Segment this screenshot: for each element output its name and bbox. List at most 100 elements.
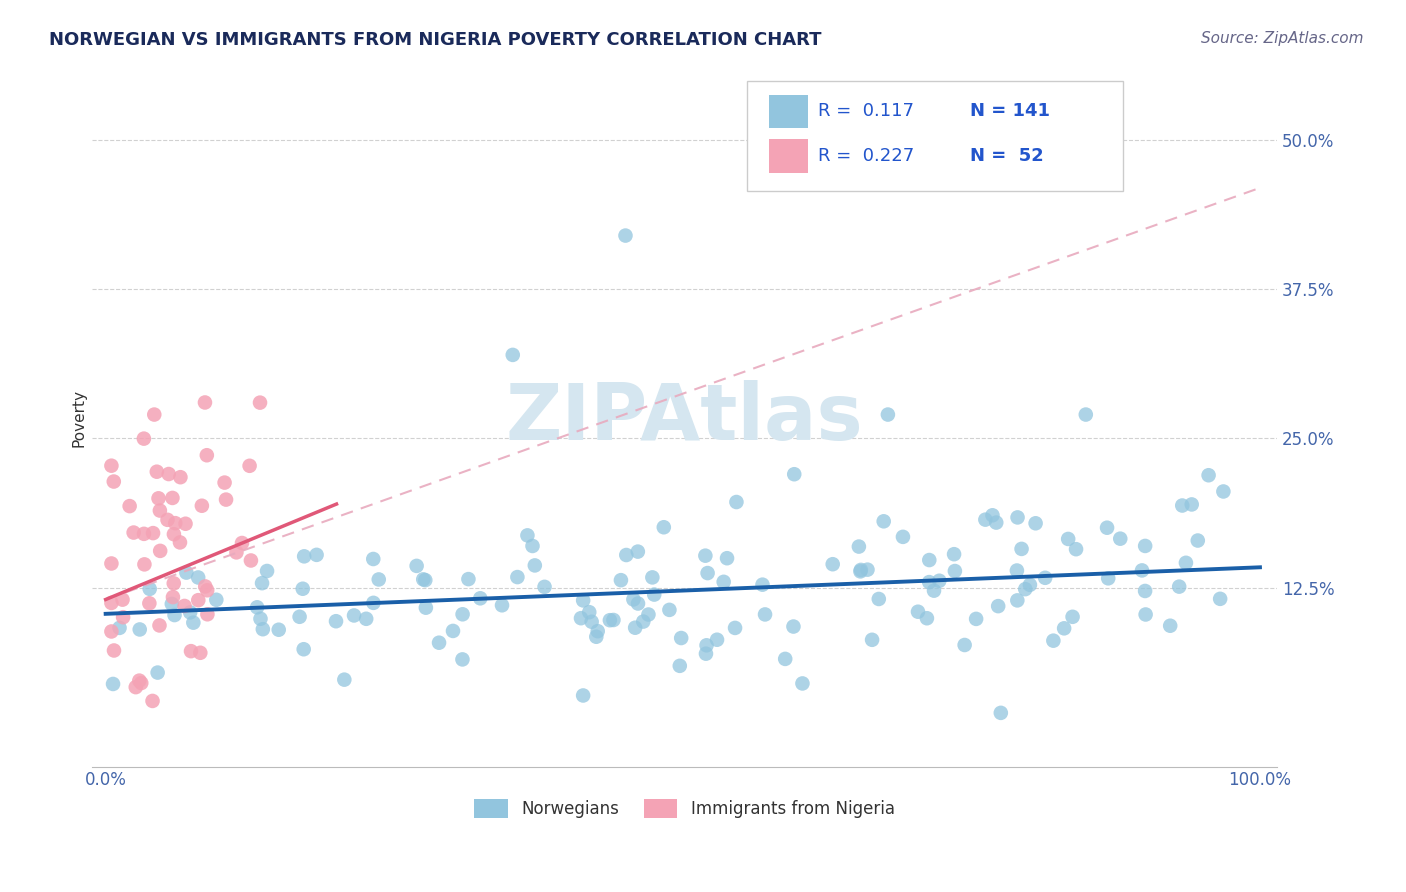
Point	[160, 597, 183, 611]
Point	[1033, 571, 1056, 585]
Point	[614, 548, 637, 562]
Point	[506, 570, 529, 584]
Point	[572, 689, 595, 703]
Point	[148, 491, 170, 506]
Point	[716, 551, 738, 566]
Point	[173, 599, 195, 613]
Point	[162, 590, 184, 604]
Point	[413, 573, 436, 587]
Point	[849, 565, 872, 579]
Point	[134, 558, 156, 572]
Point	[146, 465, 169, 479]
Point	[427, 636, 450, 650]
Point	[643, 588, 665, 602]
Point	[187, 570, 209, 584]
Point	[195, 583, 218, 598]
Point	[256, 564, 278, 578]
Point	[1095, 521, 1118, 535]
Point	[118, 499, 141, 513]
Point	[918, 553, 941, 567]
Point	[943, 547, 966, 561]
Point	[252, 622, 274, 636]
Point	[100, 596, 122, 610]
Point	[194, 395, 217, 409]
Point	[1007, 593, 1029, 607]
Point	[695, 549, 717, 563]
Point	[194, 579, 217, 593]
Point	[586, 624, 609, 639]
Point	[783, 467, 806, 482]
Point	[267, 623, 290, 637]
Point	[641, 570, 664, 584]
Point	[1097, 571, 1119, 585]
Point	[491, 599, 513, 613]
Point	[1042, 633, 1064, 648]
Point	[1135, 607, 1157, 622]
Point	[669, 631, 692, 645]
Point	[754, 607, 776, 622]
Point	[451, 607, 474, 622]
Point	[627, 544, 650, 558]
Point	[457, 572, 479, 586]
Point	[1168, 580, 1191, 594]
Point	[965, 612, 987, 626]
Point	[610, 573, 633, 587]
Point	[195, 448, 218, 462]
Point	[928, 574, 950, 588]
Point	[623, 592, 645, 607]
Point	[1181, 498, 1204, 512]
Point	[792, 676, 814, 690]
Point	[305, 548, 328, 562]
Point	[918, 575, 941, 590]
Point	[922, 583, 945, 598]
Point	[250, 576, 273, 591]
Point	[578, 605, 600, 619]
Point	[724, 621, 747, 635]
Point	[169, 535, 191, 549]
Point	[246, 600, 269, 615]
Point	[1133, 584, 1156, 599]
Point	[1187, 533, 1209, 548]
Text: R =  0.227: R = 0.227	[818, 147, 914, 165]
Point	[183, 615, 205, 630]
Point	[891, 530, 914, 544]
Text: R =  0.117: R = 0.117	[818, 103, 914, 120]
Point	[325, 614, 347, 628]
Point	[1209, 591, 1232, 606]
Point	[1025, 516, 1047, 531]
Point	[849, 563, 872, 577]
Point	[614, 228, 637, 243]
Legend: Norwegians, Immigrants from Nigeria: Norwegians, Immigrants from Nigeria	[468, 792, 901, 824]
Point	[581, 615, 603, 629]
Point	[165, 516, 187, 530]
Point	[215, 492, 238, 507]
Point	[987, 599, 1010, 614]
Point	[943, 564, 966, 578]
Point	[441, 624, 464, 638]
Point	[1014, 582, 1036, 596]
Point	[292, 642, 315, 657]
Point	[214, 475, 236, 490]
Point	[585, 630, 607, 644]
Point	[856, 563, 879, 577]
Point	[292, 549, 315, 564]
Point	[1057, 532, 1080, 546]
Point	[974, 513, 997, 527]
Point	[821, 558, 844, 572]
Point	[1074, 408, 1097, 422]
Point	[696, 638, 718, 652]
Point	[111, 592, 134, 607]
Point	[288, 609, 311, 624]
Point	[138, 596, 160, 610]
Text: ZIPAtlas: ZIPAtlas	[506, 379, 863, 456]
Point	[1005, 564, 1028, 578]
Point	[129, 676, 152, 690]
Point	[1198, 468, 1220, 483]
Point	[1011, 541, 1033, 556]
Point	[239, 553, 262, 567]
Point	[1171, 499, 1194, 513]
Text: N = 141: N = 141	[970, 103, 1050, 120]
Point	[141, 694, 163, 708]
Point	[907, 605, 929, 619]
Point	[333, 673, 356, 687]
